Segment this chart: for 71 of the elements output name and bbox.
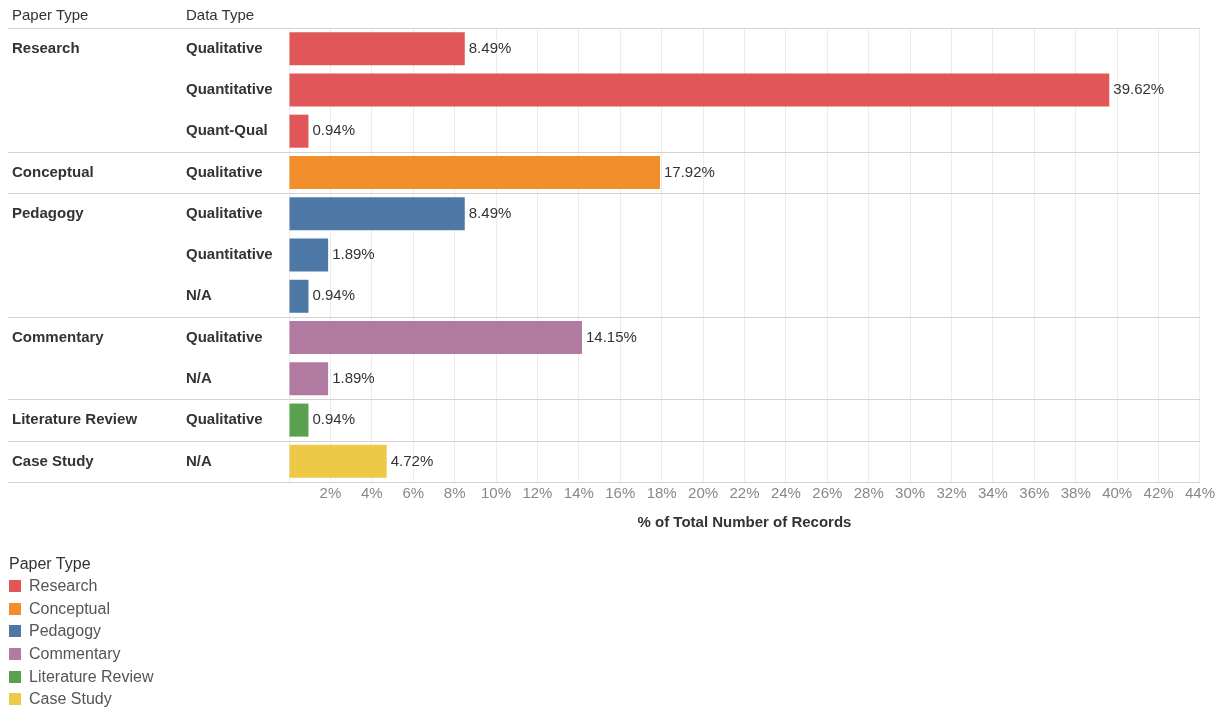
x-tick-label: 32%: [936, 484, 967, 502]
legend-label: Case Study: [29, 690, 112, 709]
y-axis-title: Data Type: [186, 6, 255, 24]
x-tick-label: 34%: [977, 484, 1008, 502]
y-tick-label: Quantitative: [186, 80, 273, 98]
text: Conceptual: [12, 162, 94, 180]
x-tick-label: 8%: [443, 484, 466, 502]
y-tick-label: Qualitative: [186, 162, 263, 180]
data-label: 1.89%: [332, 368, 375, 386]
y-tick-label: Qualitative: [186, 327, 263, 345]
legend-label: Research: [29, 577, 98, 596]
legend-label: Conceptual: [29, 599, 110, 618]
text: Research: [12, 38, 80, 56]
legend-label: Commentary: [29, 645, 121, 664]
bar: [289, 155, 661, 189]
text: Literature Review: [12, 410, 138, 428]
x-tick-label: 44%: [1184, 484, 1215, 502]
text: Pedagogy: [12, 203, 84, 221]
y-tick-label: N/A: [186, 368, 212, 386]
text: Paper Type: [12, 6, 89, 24]
x-tick-label: 28%: [853, 484, 884, 502]
bar: [289, 238, 329, 272]
bar: [289, 197, 465, 231]
bar: [289, 114, 309, 148]
x-tick-label: 40%: [1102, 484, 1133, 502]
x-tick-label: 30%: [895, 484, 926, 502]
y-tick-label: Qualitative: [186, 410, 263, 428]
legend-label: Pedagogy: [29, 622, 102, 641]
x-tick-label: 36%: [1019, 484, 1050, 502]
bar: [289, 73, 1110, 107]
x-tick-label: 42%: [1143, 484, 1174, 502]
y-tick-label: N/A: [186, 451, 212, 469]
data-label: 8.49%: [468, 38, 512, 56]
x-tick-label: 2%: [319, 484, 342, 502]
x-tick-label: 4%: [360, 484, 383, 502]
x-tick-label: 12%: [522, 484, 553, 502]
x-tick-label: 24%: [770, 484, 801, 502]
x-tick-label: 10%: [481, 484, 512, 502]
bar: [289, 32, 465, 66]
x-tick-label: 18%: [646, 484, 677, 502]
bar: [289, 403, 309, 437]
data-label: 4.72%: [390, 451, 434, 469]
x-tick-label: 16%: [605, 484, 636, 502]
y-tick-label: Qualitative: [186, 38, 263, 56]
x-axis-title: % of Total Number of Records: [637, 513, 852, 531]
text: Commentary: [12, 327, 104, 345]
x-tick-label: 20%: [688, 484, 719, 502]
y-tick-label: Qualitative: [186, 203, 263, 221]
data-label: 17.92%: [664, 162, 715, 180]
y-tick-label: N/A: [186, 286, 212, 304]
bar: [289, 321, 582, 355]
x-tick-label: 22%: [729, 484, 760, 502]
bar: [289, 362, 329, 396]
text: Case Study: [12, 451, 94, 469]
x-tick-label: 14%: [563, 484, 594, 502]
x-tick-label: 26%: [812, 484, 843, 502]
legend-label: Literature Review: [29, 667, 154, 686]
data-label: 8.49%: [468, 203, 512, 221]
y-tick-label: Quant-Qual: [186, 121, 268, 139]
legend-title: Paper Type: [9, 555, 92, 573]
x-tick-label: 6%: [402, 484, 425, 502]
y-tick-label: Quantitative: [186, 245, 273, 263]
x-tick-label: 38%: [1060, 484, 1091, 502]
data-label: 0.94%: [312, 410, 356, 428]
data-label: 0.94%: [312, 121, 356, 139]
data-label: 14.15%: [585, 327, 637, 345]
bar: [289, 279, 309, 313]
bar: [289, 444, 387, 478]
data-label: 1.89%: [332, 245, 375, 263]
data-label: 0.94%: [312, 286, 356, 304]
data-label: 39.62%: [1113, 80, 1165, 98]
